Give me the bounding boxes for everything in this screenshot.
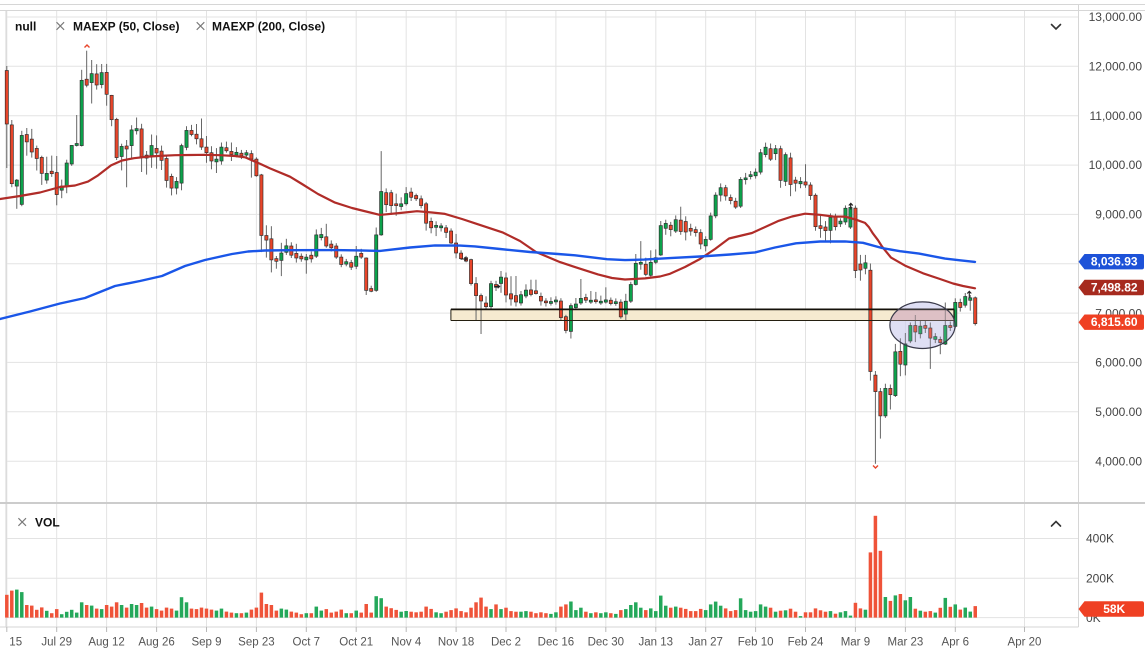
svg-text:Dec 2: Dec 2: [491, 637, 521, 649]
svg-text:Dec 16: Dec 16: [538, 637, 574, 649]
svg-text:6,815.60: 6,815.60: [1091, 315, 1138, 329]
svg-text:Aug 26: Aug 26: [138, 637, 174, 649]
svg-text:5,000.00: 5,000.00: [1095, 405, 1142, 419]
svg-text:Oct 21: Oct 21: [339, 637, 373, 649]
svg-text:MAEXP (50, Close): MAEXP (50, Close): [73, 20, 179, 34]
svg-text:null: null: [15, 20, 36, 34]
svg-text:200K: 200K: [1086, 571, 1114, 585]
svg-text:Nov 4: Nov 4: [391, 637, 422, 649]
svg-text:Mar 9: Mar 9: [841, 637, 870, 649]
svg-text:Oct 7: Oct 7: [293, 637, 320, 649]
svg-text:12,000.00: 12,000.00: [1089, 60, 1143, 74]
svg-text:Jan 13: Jan 13: [639, 637, 674, 649]
svg-text:Apr 6: Apr 6: [942, 637, 970, 649]
svg-text:Nov 18: Nov 18: [438, 637, 474, 649]
svg-text:Mar 23: Mar 23: [888, 637, 924, 649]
svg-text:10,000.00: 10,000.00: [1089, 158, 1143, 172]
svg-text:Feb 24: Feb 24: [788, 637, 824, 649]
svg-text:9,000.00: 9,000.00: [1095, 208, 1142, 222]
svg-text:Jan 27: Jan 27: [688, 637, 723, 649]
svg-text:Apr 20: Apr 20: [1008, 637, 1042, 649]
svg-text:VOL: VOL: [35, 516, 60, 530]
svg-text:7,498.82: 7,498.82: [1091, 281, 1138, 295]
svg-text:Dec 30: Dec 30: [588, 637, 624, 649]
svg-text:Aug 12: Aug 12: [88, 637, 124, 649]
svg-text:6,000.00: 6,000.00: [1095, 356, 1142, 370]
svg-text:Sep 23: Sep 23: [238, 637, 274, 649]
svg-text:MAEXP (200, Close): MAEXP (200, Close): [212, 20, 325, 34]
svg-text:11,000.00: 11,000.00: [1090, 109, 1143, 123]
svg-text:4,000.00: 4,000.00: [1095, 454, 1142, 468]
svg-text:8,036.93: 8,036.93: [1091, 255, 1138, 269]
svg-text:400K: 400K: [1086, 532, 1114, 546]
svg-text:58K: 58K: [1103, 602, 1125, 616]
svg-text:Feb 10: Feb 10: [738, 637, 774, 649]
svg-text:Sep 9: Sep 9: [191, 637, 221, 649]
svg-text:Jul 29: Jul 29: [41, 637, 72, 649]
svg-text:15: 15: [9, 637, 22, 649]
svg-text:13,000.00: 13,000.00: [1089, 10, 1143, 24]
